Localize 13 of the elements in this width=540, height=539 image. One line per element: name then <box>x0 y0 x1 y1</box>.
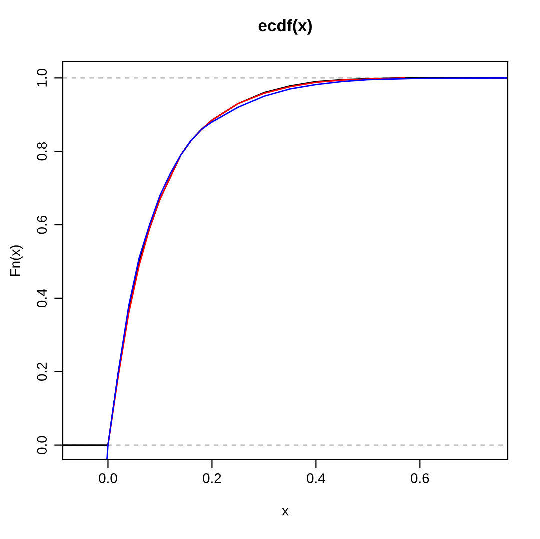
y-tick-label: 0.4 <box>37 289 48 308</box>
x-tick-label: 0.2 <box>203 474 222 484</box>
y-tick-label: 0.0 <box>37 436 48 454</box>
x-tick-label: 0.0 <box>99 474 118 484</box>
y-tick-label: 0.2 <box>37 362 48 381</box>
y-tick-label: 0.8 <box>37 142 48 161</box>
x-axis-title: x <box>282 508 289 516</box>
x-tick-label: 0.6 <box>411 474 430 484</box>
y-tick-label: 0.6 <box>37 216 48 234</box>
x-tick-label: 0.4 <box>307 474 326 484</box>
y-axis-title: Fn(x) <box>10 246 23 276</box>
y-tick-label: 1.0 <box>37 69 48 87</box>
chart-title: ecdf(x) <box>258 19 312 35</box>
